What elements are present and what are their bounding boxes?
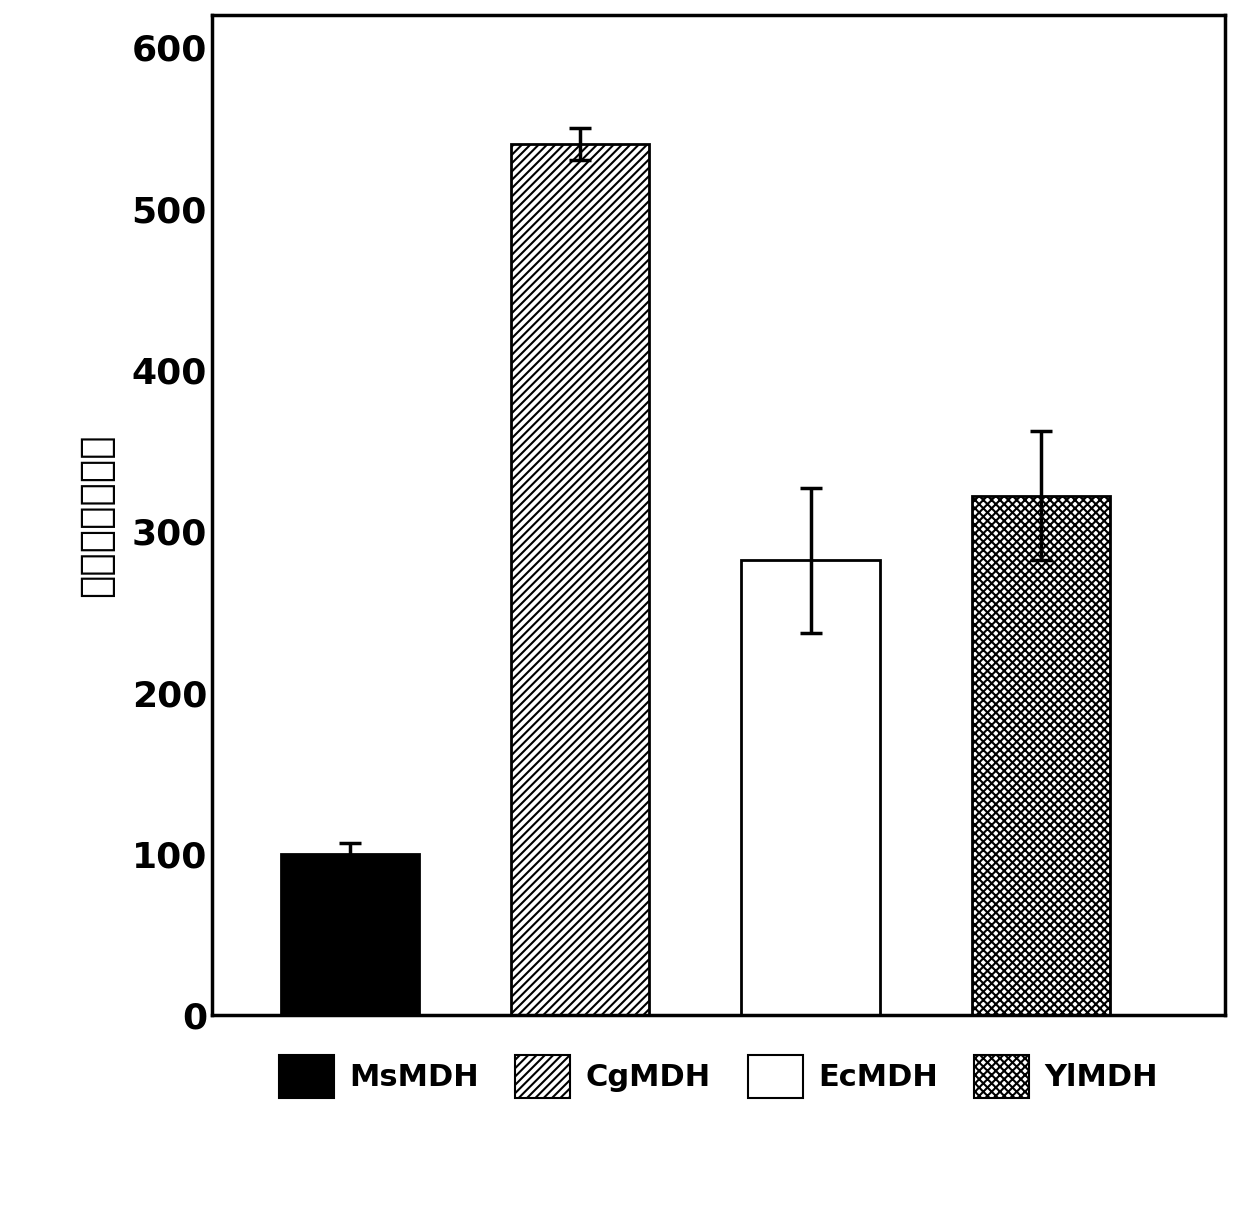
Bar <box>972 496 1110 1016</box>
Bar <box>281 854 419 1016</box>
Y-axis label: 相对活性（％）: 相对活性（％） <box>77 433 115 597</box>
Bar <box>511 144 650 1016</box>
Legend: MsMDH, CgMDH, EcMDH, YlMDH: MsMDH, CgMDH, EcMDH, YlMDH <box>267 1043 1171 1111</box>
Bar <box>742 561 879 1016</box>
